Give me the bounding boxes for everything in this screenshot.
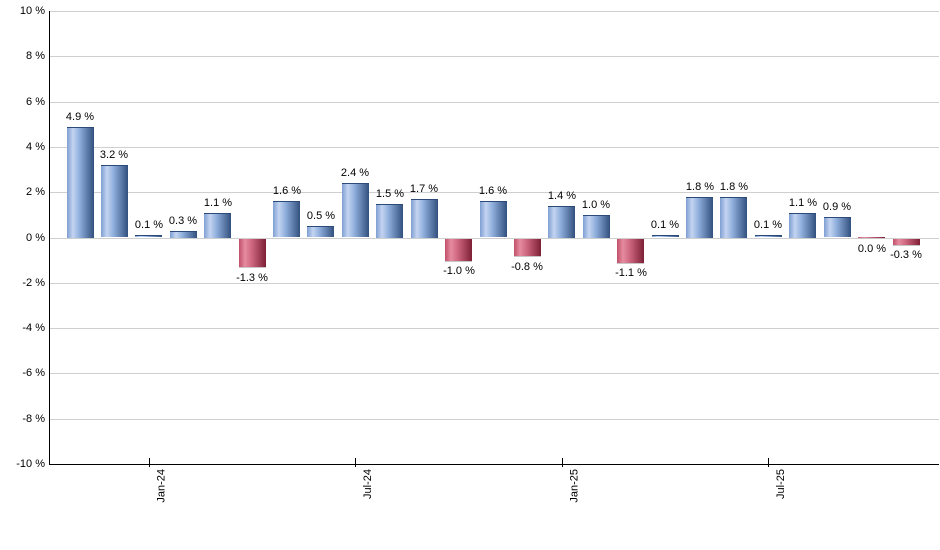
- bar: [445, 239, 472, 262]
- gridline: [50, 56, 939, 57]
- x-axis-tick: [149, 458, 150, 467]
- bar-value-label: -0.3 %: [890, 249, 922, 261]
- gridline: [50, 102, 939, 103]
- bar-value-label: 1.4 %: [547, 190, 577, 202]
- bar-value-label: 0.1 %: [650, 219, 680, 231]
- bar: [411, 199, 438, 238]
- y-axis-tick-label: 6 %: [26, 96, 45, 108]
- bar-value-label: 1.0 %: [581, 199, 611, 211]
- bar: [789, 213, 816, 238]
- gridline: [50, 419, 939, 420]
- gridline: [50, 328, 939, 329]
- bar: [686, 197, 713, 238]
- gridline: [50, 238, 939, 239]
- bar-value-label: 1.6 %: [478, 185, 508, 197]
- gridline: [50, 147, 939, 148]
- y-axis-tick-label: 8 %: [26, 50, 45, 62]
- bar-value-label: 0.0 %: [857, 243, 887, 255]
- y-axis-tick-label: -8 %: [22, 413, 45, 425]
- y-axis-tick-label: -2 %: [22, 277, 45, 289]
- x-axis-tick: [355, 458, 356, 467]
- x-axis-line: [49, 464, 939, 465]
- bar: [101, 165, 128, 237]
- gridline: [50, 283, 939, 284]
- bar-value-label: 0.3 %: [168, 215, 198, 227]
- bar: [376, 204, 403, 238]
- bar: [893, 239, 920, 246]
- y-axis-tick-label: 10 %: [19, 5, 45, 17]
- bar: [514, 239, 541, 257]
- bar: [858, 237, 885, 239]
- bar: [617, 239, 644, 264]
- bar-value-label: 1.1 %: [203, 197, 233, 209]
- bar-value-label: 0.1 %: [134, 219, 164, 231]
- bar: [67, 127, 94, 238]
- bar-value-label: 4.9 %: [65, 111, 95, 123]
- bar: [583, 215, 610, 238]
- y-axis-tick-label: -10 %: [16, 458, 45, 470]
- gridline: [50, 373, 939, 374]
- bar: [170, 231, 197, 238]
- bar-value-label: 2.4 %: [340, 167, 370, 179]
- bar-value-label: 1.7 %: [409, 183, 439, 195]
- x-axis-tick-label: Jul-24: [362, 469, 374, 499]
- y-axis-tick-label: 0 %: [26, 232, 45, 244]
- bar: [307, 226, 334, 237]
- bar-value-label: 0.5 %: [306, 210, 336, 222]
- x-axis-tick: [562, 458, 563, 467]
- bar-value-label: 1.1 %: [788, 197, 818, 209]
- bar: [652, 235, 679, 237]
- y-axis-tick-label: -6 %: [22, 367, 45, 379]
- y-axis-tick-label: -4 %: [22, 322, 45, 334]
- gridline: [50, 11, 939, 12]
- y-axis-tick-label: 4 %: [26, 141, 45, 153]
- bar-value-label: -1.1 %: [615, 267, 647, 279]
- bar: [204, 213, 231, 238]
- bar-value-label: -1.3 %: [236, 272, 268, 284]
- bar: [720, 197, 747, 238]
- bar-value-label: -0.8 %: [511, 261, 543, 273]
- x-axis-tick-label: Jan-25: [569, 469, 581, 503]
- bar-value-label: -1.0 %: [443, 265, 475, 277]
- x-axis-tick: [768, 458, 769, 467]
- bar: [342, 183, 369, 237]
- bar-value-label: 0.1 %: [753, 219, 783, 231]
- y-axis-line: [49, 11, 50, 465]
- bar: [239, 239, 266, 268]
- gridline: [50, 192, 939, 193]
- bar-value-label: 3.2 %: [99, 149, 129, 161]
- x-axis-tick-label: Jan-24: [156, 469, 168, 503]
- bar: [548, 206, 575, 238]
- bar-value-label: 1.8 %: [685, 181, 715, 193]
- y-axis-tick-label: 2 %: [26, 186, 45, 198]
- x-axis-tick-label: Jul-25: [775, 469, 787, 499]
- bar: [824, 217, 851, 237]
- bar-value-label: 1.5 %: [375, 188, 405, 200]
- bar: [135, 235, 162, 237]
- bar-value-label: 1.8 %: [719, 181, 749, 193]
- bar-value-label: 0.9 %: [822, 201, 852, 213]
- bar: [480, 201, 507, 237]
- bar: [755, 235, 782, 237]
- bar-value-label: 1.6 %: [272, 185, 302, 197]
- bar: [273, 201, 300, 237]
